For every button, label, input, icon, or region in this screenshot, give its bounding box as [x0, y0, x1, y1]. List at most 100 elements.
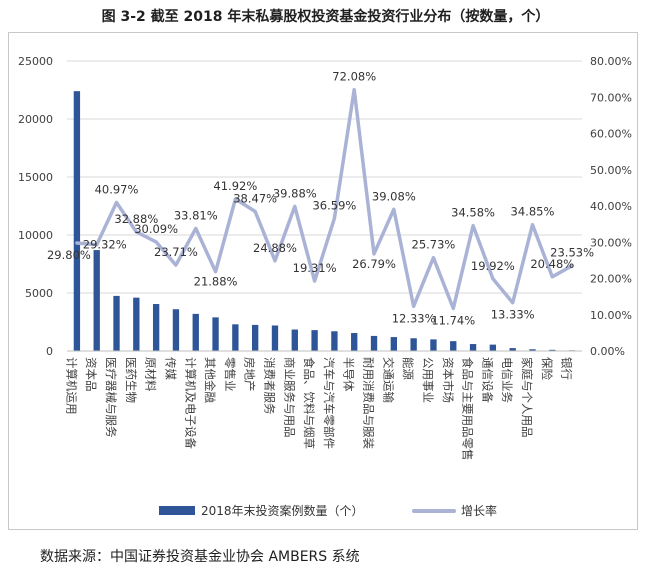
- x-axis-category-group: 交通运输: [381, 357, 395, 403]
- growth-rate-data-label: 29.32%: [83, 238, 127, 252]
- growth-rate-data-label: 33.81%: [174, 208, 218, 222]
- y2-axis-tick-label: 50.00%: [590, 164, 632, 177]
- bar: [252, 324, 259, 351]
- growth-rate-data-label: 23.53%: [550, 246, 594, 260]
- x-axis-category-label: 资本品: [84, 357, 98, 392]
- x-axis-category-group: 医疗器械与服务: [104, 357, 118, 438]
- legend-bar-label: 2018年末投资案例数量（个）: [201, 503, 364, 518]
- growth-rate-data-label: 12.33%: [392, 311, 436, 325]
- x-axis-category-group: 汽车与汽车零部件: [322, 357, 336, 449]
- growth-rate-line: [75, 87, 574, 311]
- y2-axis-tick-label: 30.00%: [590, 236, 632, 249]
- growth-rate-data-label: 30.09%: [134, 222, 178, 236]
- bar: [430, 339, 437, 351]
- growth-rate-data-label: 38.47%: [233, 192, 277, 206]
- x-axis-category-label: 原材料: [144, 357, 158, 392]
- y2-axis-tick-label: 10.00%: [590, 309, 632, 322]
- y2-axis-tick-label: 80.00%: [590, 55, 632, 68]
- growth-rate-data-label: 29.80%: [47, 248, 91, 262]
- y-axis-tick-label: 0: [46, 345, 53, 358]
- growth-rate-data-label: 26.79%: [352, 257, 396, 271]
- x-axis-category-label: 家庭与个人用品: [520, 357, 534, 438]
- growth-rate-data-label: 13.33%: [491, 308, 535, 322]
- x-axis-category-label: 通信设备: [480, 357, 494, 403]
- bar: [469, 344, 477, 351]
- bar: [549, 349, 556, 351]
- growth-rate-data-label: 25.73%: [412, 238, 456, 252]
- x-axis-category-label: 银行: [560, 357, 574, 380]
- legend-bar-swatch: [159, 506, 195, 515]
- bar: [489, 344, 497, 351]
- x-axis-category-label: 计算机运用: [64, 357, 78, 415]
- y2-axis-tick-label: 20.00%: [590, 273, 632, 286]
- x-axis-category-label: 医药生物: [124, 357, 138, 403]
- chart-frame: 0 5000 10000 15000 20000 25000 0.00% 10.00% 20.0…: [8, 32, 638, 530]
- bar: [351, 333, 358, 351]
- bar: [291, 329, 298, 351]
- growth-rate-data-label: 36.59%: [312, 198, 356, 212]
- x-axis-category-group: 资本市场: [441, 357, 455, 403]
- growth-rate-data-label: 32.88%: [114, 212, 158, 226]
- growth-rate-data-label: 11.74%: [431, 313, 475, 327]
- x-axis-category-group: 传媒: [163, 357, 177, 380]
- x-axis-category-label: 交通运输: [381, 357, 395, 403]
- x-axis-category-label: 电信业务: [500, 357, 514, 403]
- bar: [152, 304, 160, 351]
- x-axis-category-group: 食品与主要用品零售: [461, 357, 475, 461]
- x-axis-category-group: 原材料: [144, 357, 158, 392]
- x-axis-category-group: 家庭与个人用品: [520, 357, 534, 438]
- growth-rate-data-label: 20.48%: [530, 257, 574, 271]
- bar: [212, 317, 219, 351]
- y-axis-tick-label: 20000: [18, 113, 53, 126]
- y-axis-tick-label: 10000: [18, 229, 53, 242]
- growth-rate-data-label: 39.88%: [273, 186, 317, 200]
- growth-rate-data-label: 41.92%: [213, 179, 257, 193]
- growth-rate-data-label: 19.31%: [293, 261, 337, 275]
- y2-axis-tick-label: 70.00%: [590, 91, 632, 104]
- growth-rate-data-label: 40.97%: [95, 182, 139, 196]
- y2-axis-tick-label: 40.00%: [590, 200, 632, 213]
- x-axis-category-group: 能源: [401, 357, 415, 380]
- bar: [410, 338, 417, 351]
- x-axis-category-group: 计算机运用: [64, 357, 78, 415]
- x-axis-category-label: 传媒: [163, 357, 177, 380]
- x-axis-category-group: 计算机及电子设备: [183, 357, 197, 449]
- growth-rate-data-label: 34.58%: [451, 206, 495, 220]
- x-axis-category-label: 计算机及电子设备: [183, 357, 197, 449]
- y-axis-tick-label: 5000: [25, 287, 53, 300]
- bar: [73, 91, 81, 351]
- growth-rate-data-label: 23.71%: [154, 245, 198, 259]
- bar: [232, 324, 239, 351]
- bar: [331, 331, 338, 351]
- bar: [370, 335, 378, 351]
- bar: [390, 337, 397, 351]
- x-axis-category-label: 资本市场: [441, 357, 455, 403]
- x-axis-category-group: 消费者服务: [262, 357, 276, 415]
- y2-axis-tick-label: 60.00%: [590, 128, 632, 141]
- x-axis-category-label: 商业服务与用品: [282, 357, 296, 438]
- growth-rate-data-label: 21.88%: [194, 275, 238, 289]
- data-source-note: 数据来源：中国证券投资基金业协会 AMBERS 系统: [40, 549, 360, 565]
- x-axis-category-label: 医疗器械与服务: [104, 357, 118, 438]
- growth-rate-data-label: 72.08%: [332, 70, 376, 84]
- growth-rate-data-label: 19.92%: [471, 259, 515, 273]
- x-axis-category-group: 耐用消费品与服装: [362, 357, 376, 449]
- growth-rate-data-label: 24.88%: [253, 241, 297, 255]
- x-axis-category-label: 零售业: [223, 357, 237, 392]
- x-axis-category-group: 房地产: [243, 357, 257, 392]
- x-axis-category-group: 资本品: [84, 357, 98, 392]
- x-axis-category-group: 通信设备: [480, 357, 494, 403]
- bar: [529, 349, 536, 351]
- x-axis-category-label: 公用事业: [421, 357, 435, 403]
- bar: [172, 309, 180, 351]
- x-axis-category-label: 房地产: [243, 357, 257, 392]
- growth-rate-data-label: 34.85%: [511, 205, 555, 219]
- x-axis-category-label: 消费者服务: [262, 357, 276, 415]
- x-axis-category-label: 能源: [401, 357, 415, 380]
- bar: [450, 341, 457, 351]
- x-axis-category-group: 商业服务与用品: [282, 357, 296, 438]
- bar: [271, 325, 279, 351]
- x-axis-category-group: 公用事业: [421, 357, 435, 403]
- bar: [192, 313, 199, 351]
- x-axis-category-group: 其他金融: [203, 357, 217, 403]
